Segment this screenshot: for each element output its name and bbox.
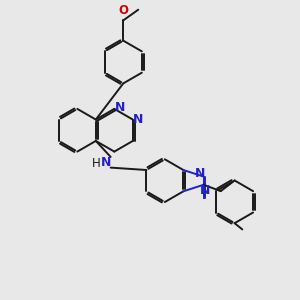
Text: N: N <box>133 113 143 126</box>
Text: O: O <box>118 4 128 17</box>
Text: H: H <box>92 157 101 170</box>
Text: N: N <box>115 101 125 114</box>
Text: N: N <box>200 184 210 197</box>
Text: N: N <box>100 156 111 169</box>
Text: N: N <box>195 167 205 180</box>
